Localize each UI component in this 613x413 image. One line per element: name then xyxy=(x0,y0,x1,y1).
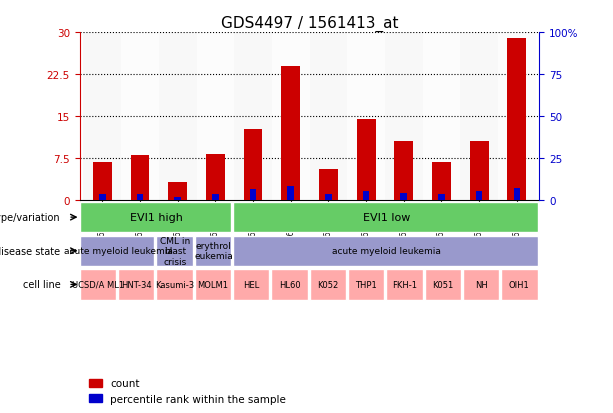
Text: HNT-34: HNT-34 xyxy=(121,280,151,289)
Bar xyxy=(438,195,445,201)
FancyBboxPatch shape xyxy=(156,270,192,300)
FancyBboxPatch shape xyxy=(233,236,538,266)
Bar xyxy=(422,33,460,201)
Bar xyxy=(99,195,105,201)
FancyBboxPatch shape xyxy=(195,236,231,266)
Text: acute myeloid leukemia: acute myeloid leukemia xyxy=(64,247,172,256)
Bar xyxy=(460,33,498,201)
Text: NH: NH xyxy=(474,280,487,289)
FancyBboxPatch shape xyxy=(386,270,422,300)
Bar xyxy=(432,163,451,201)
Bar xyxy=(476,192,482,201)
Bar xyxy=(514,188,520,201)
Bar xyxy=(508,39,526,201)
Bar xyxy=(197,33,234,201)
Text: K051: K051 xyxy=(432,280,454,289)
Bar xyxy=(83,33,121,201)
Bar xyxy=(137,194,143,201)
FancyBboxPatch shape xyxy=(233,202,538,233)
Bar xyxy=(394,142,413,201)
Bar xyxy=(357,120,376,201)
Text: Kasumi-3: Kasumi-3 xyxy=(155,280,194,289)
Text: erythrol
eukemia: erythrol eukemia xyxy=(194,242,233,261)
Bar xyxy=(159,33,197,201)
FancyBboxPatch shape xyxy=(118,270,154,300)
Text: CML in
blast
crisis: CML in blast crisis xyxy=(161,236,191,266)
FancyBboxPatch shape xyxy=(424,270,461,300)
Bar xyxy=(470,142,489,201)
Bar xyxy=(93,163,112,201)
Title: GDS4497 / 1561413_at: GDS4497 / 1561413_at xyxy=(221,16,398,32)
Bar xyxy=(212,194,219,201)
FancyBboxPatch shape xyxy=(80,270,116,300)
Text: disease state: disease state xyxy=(0,246,61,256)
Legend: count, percentile rank within the sample: count, percentile rank within the sample xyxy=(85,374,290,408)
Text: EVI1 high: EVI1 high xyxy=(130,213,183,223)
FancyBboxPatch shape xyxy=(271,270,308,300)
Text: MOLM1: MOLM1 xyxy=(197,280,228,289)
Text: OIH1: OIH1 xyxy=(509,280,530,289)
FancyBboxPatch shape xyxy=(80,236,154,266)
Text: EVI1 low: EVI1 low xyxy=(362,213,410,223)
Text: THP1: THP1 xyxy=(355,280,377,289)
FancyBboxPatch shape xyxy=(348,270,384,300)
FancyBboxPatch shape xyxy=(463,270,499,300)
Text: genotype/variation: genotype/variation xyxy=(0,213,61,223)
Text: FKH-1: FKH-1 xyxy=(392,280,417,289)
Bar xyxy=(131,156,150,201)
Bar xyxy=(385,33,422,201)
Text: HL60: HL60 xyxy=(279,280,300,289)
Bar xyxy=(319,170,338,201)
Text: acute myeloid leukemia: acute myeloid leukemia xyxy=(332,247,441,256)
Bar xyxy=(281,66,300,201)
Bar xyxy=(272,33,310,201)
Bar xyxy=(206,155,225,201)
Text: UCSD/A ML1: UCSD/A ML1 xyxy=(72,280,124,289)
FancyBboxPatch shape xyxy=(501,270,538,300)
FancyBboxPatch shape xyxy=(233,270,269,300)
Text: K052: K052 xyxy=(317,280,338,289)
FancyBboxPatch shape xyxy=(156,236,192,266)
Text: cell line: cell line xyxy=(23,280,61,290)
FancyBboxPatch shape xyxy=(80,202,231,233)
Bar xyxy=(249,189,256,201)
FancyBboxPatch shape xyxy=(310,270,346,300)
Bar xyxy=(234,33,272,201)
Bar xyxy=(310,33,347,201)
FancyBboxPatch shape xyxy=(195,270,231,300)
Bar xyxy=(400,193,407,201)
Bar xyxy=(347,33,385,201)
Bar xyxy=(243,129,262,201)
Bar xyxy=(174,197,181,201)
Bar xyxy=(325,195,332,201)
Text: HEL: HEL xyxy=(243,280,259,289)
Bar xyxy=(363,192,370,201)
Bar xyxy=(287,187,294,201)
Bar xyxy=(121,33,159,201)
Bar xyxy=(498,33,536,201)
Bar xyxy=(168,183,187,201)
